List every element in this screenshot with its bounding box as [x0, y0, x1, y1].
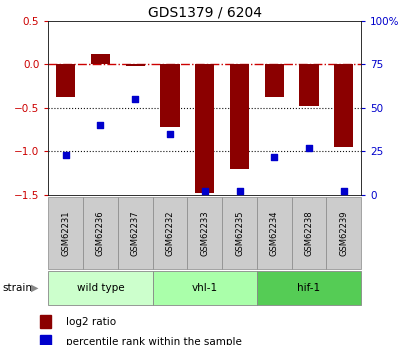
- Text: GSM62236: GSM62236: [96, 210, 105, 256]
- Bar: [257, 197, 291, 269]
- Bar: [195, 64, 214, 193]
- Point: [132, 96, 139, 102]
- Bar: [118, 197, 152, 269]
- Text: log2 ratio: log2 ratio: [66, 317, 116, 327]
- Point: [306, 145, 312, 151]
- Bar: [48, 271, 152, 305]
- Point: [341, 189, 347, 194]
- Text: wild type: wild type: [76, 283, 124, 293]
- Bar: [40, 335, 50, 345]
- Point: [97, 122, 104, 128]
- Text: strain: strain: [2, 283, 32, 293]
- Text: GSM62232: GSM62232: [165, 210, 174, 256]
- Bar: [152, 271, 257, 305]
- Bar: [291, 197, 326, 269]
- Bar: [126, 64, 145, 66]
- Bar: [40, 315, 50, 328]
- Bar: [160, 64, 179, 127]
- Point: [236, 189, 243, 194]
- Bar: [91, 54, 110, 64]
- Text: GSM62233: GSM62233: [200, 210, 209, 256]
- Bar: [222, 197, 257, 269]
- Bar: [230, 64, 249, 169]
- Bar: [48, 197, 83, 269]
- Title: GDS1379 / 6204: GDS1379 / 6204: [148, 6, 262, 20]
- Bar: [265, 64, 284, 97]
- Point: [167, 131, 173, 137]
- Text: GSM62238: GSM62238: [304, 210, 314, 256]
- Bar: [152, 197, 187, 269]
- Bar: [334, 64, 353, 147]
- Bar: [56, 64, 75, 97]
- Text: percentile rank within the sample: percentile rank within the sample: [66, 337, 241, 345]
- Text: GSM62237: GSM62237: [131, 210, 140, 256]
- Text: GSM62235: GSM62235: [235, 210, 244, 256]
- Point: [202, 189, 208, 194]
- Text: vhl-1: vhl-1: [192, 283, 218, 293]
- Point: [62, 152, 69, 158]
- Bar: [187, 197, 222, 269]
- Bar: [299, 64, 319, 106]
- Text: GSM62231: GSM62231: [61, 210, 70, 256]
- Text: ▶: ▶: [31, 283, 38, 293]
- Text: GSM62239: GSM62239: [339, 210, 348, 256]
- Bar: [257, 271, 361, 305]
- Text: GSM62234: GSM62234: [270, 210, 279, 256]
- Point: [271, 154, 278, 159]
- Bar: [326, 197, 361, 269]
- Bar: [83, 197, 118, 269]
- Text: hif-1: hif-1: [297, 283, 320, 293]
